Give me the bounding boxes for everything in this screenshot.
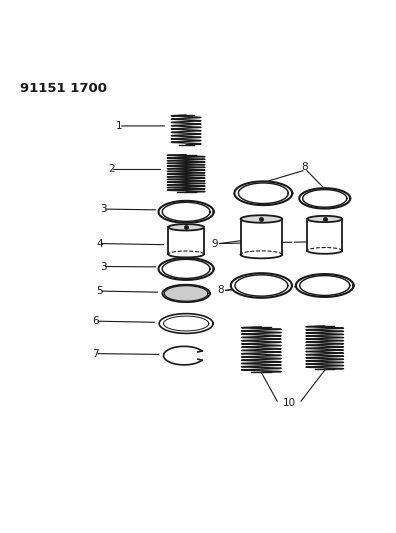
Bar: [307, 219, 342, 251]
Bar: [168, 227, 204, 254]
Text: 9: 9: [211, 239, 218, 248]
Polygon shape: [299, 188, 350, 208]
Text: 4: 4: [96, 239, 103, 248]
Polygon shape: [162, 285, 210, 302]
Polygon shape: [307, 216, 342, 222]
Polygon shape: [241, 215, 282, 223]
Polygon shape: [231, 273, 292, 298]
Text: 1: 1: [116, 121, 123, 131]
Polygon shape: [234, 181, 292, 205]
Text: 3: 3: [100, 204, 107, 214]
Text: 7: 7: [92, 349, 99, 359]
Text: 91151 1700: 91151 1700: [20, 83, 107, 95]
Polygon shape: [168, 224, 204, 230]
Text: 5: 5: [96, 286, 103, 296]
Text: 3: 3: [100, 262, 107, 271]
Text: 8: 8: [302, 163, 308, 173]
Polygon shape: [158, 258, 214, 280]
Bar: [241, 219, 282, 255]
Polygon shape: [159, 313, 213, 334]
Text: 2: 2: [108, 165, 115, 174]
Text: 8: 8: [217, 285, 224, 295]
Text: 6: 6: [92, 316, 99, 326]
Text: 10: 10: [282, 398, 296, 408]
Polygon shape: [296, 274, 354, 297]
Polygon shape: [158, 201, 214, 223]
